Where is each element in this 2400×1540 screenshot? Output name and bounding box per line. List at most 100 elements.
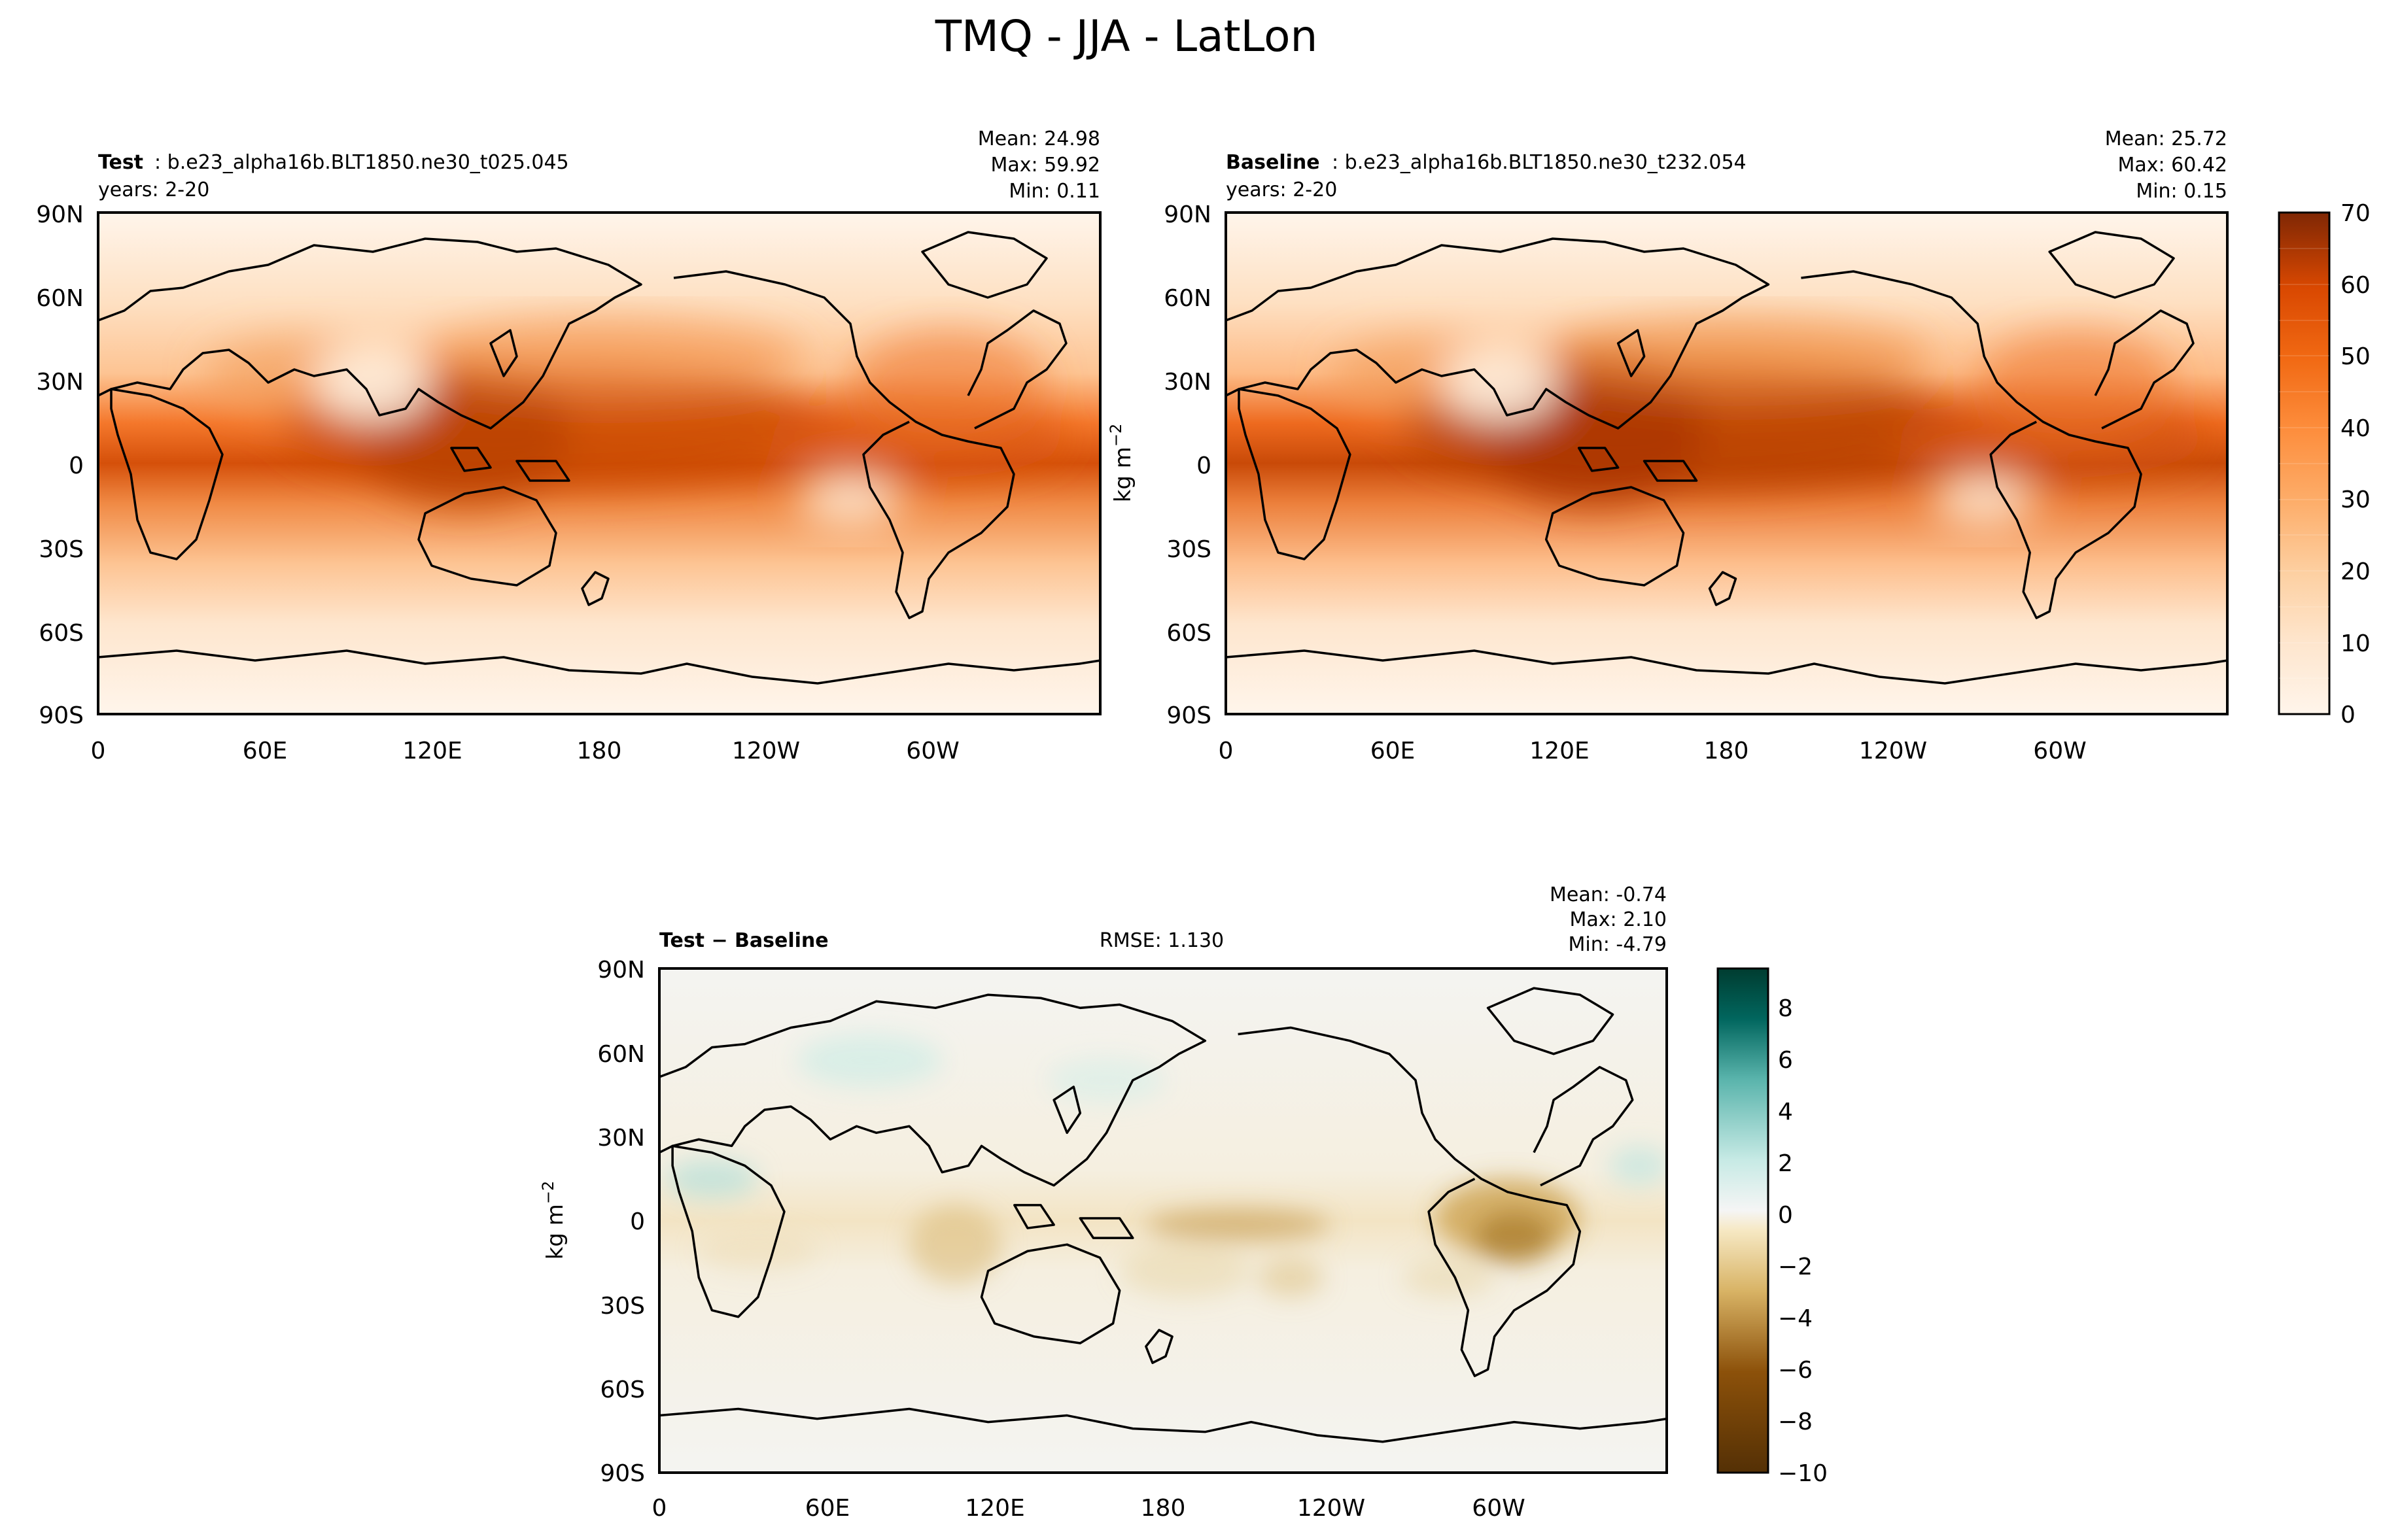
test-y-ticks: 90N 60N 30N 0 30S 60S 90S bbox=[36, 201, 84, 729]
field-cbar-tick-0: 0 bbox=[2340, 702, 2356, 728]
baseline-y-tick-30s: 30S bbox=[1166, 536, 1211, 563]
test-x-tick-120w: 120W bbox=[732, 738, 800, 764]
diff-cbar-tick-m2: −2 bbox=[1778, 1254, 1813, 1280]
diff-units-label: kg m−2 bbox=[539, 1181, 568, 1260]
baseline-y-tick-60s: 60S bbox=[1166, 620, 1211, 647]
diff-y-tick-30s: 30S bbox=[600, 1293, 645, 1320]
test-y-tick-0: 0 bbox=[69, 453, 84, 479]
test-y-tick-90s: 90S bbox=[39, 702, 84, 729]
baseline-frame bbox=[1225, 211, 2229, 715]
diff-y-tick-90n: 90N bbox=[597, 957, 645, 984]
test-panel: Test : b.e23_alpha16b.BLT1850.ne30_t025.… bbox=[36, 128, 1102, 764]
diff-x-tick-60e: 60E bbox=[805, 1495, 850, 1522]
test-y-tick-60s: 60S bbox=[39, 620, 84, 647]
diff-cbar-tick-8: 8 bbox=[1778, 995, 1793, 1022]
test-map bbox=[98, 213, 1100, 714]
diff-cbar-tick-2: 2 bbox=[1778, 1150, 1793, 1177]
field-cbar-tick-50: 50 bbox=[2340, 343, 2371, 370]
baseline-label-bold: Baseline bbox=[1226, 151, 1320, 174]
baseline-y-ticks: 90N 60N 30N 0 30S 60S 90S bbox=[1164, 201, 1211, 729]
diff-y-tick-60s: 60S bbox=[600, 1377, 645, 1403]
diff-cbar-tick-m10: −10 bbox=[1778, 1460, 1828, 1487]
diff-colorbar: 8 6 4 2 0 −2 −4 −6 −8 −10 bbox=[1716, 967, 1828, 1487]
diff-x-ticks: 0 60E 120E 180 120W 60W bbox=[652, 1495, 1525, 1522]
baseline-label-rest: : b.e23_alpha16b.BLT1850.ne30_t232.054 bbox=[1332, 151, 1747, 174]
field-colorbar-ramp bbox=[2278, 211, 2331, 715]
baseline-stat-mean: Mean: 25.72 bbox=[2105, 128, 2227, 150]
diff-x-tick-120w: 120W bbox=[1297, 1495, 1365, 1522]
diff-x-tick-120e: 120E bbox=[965, 1495, 1024, 1522]
baseline-x-tick-0: 0 bbox=[1219, 738, 1234, 764]
field-cbar-tick-20: 20 bbox=[2340, 558, 2371, 585]
diff-colorbar-ticks: 8 6 4 2 0 −2 −4 −6 −8 −10 bbox=[1778, 995, 1828, 1487]
baseline-x-tick-60w: 60W bbox=[2033, 738, 2086, 764]
diff-stat-max: Max: 2.10 bbox=[1570, 908, 1667, 931]
diff-cbar-tick-m4: −4 bbox=[1778, 1305, 1813, 1332]
test-coastlines bbox=[98, 231, 1100, 685]
baseline-x-ticks: 0 60E 120E 180 120W 60W bbox=[1219, 738, 2087, 764]
baseline-units-label: kg m−2 bbox=[1107, 424, 1136, 503]
test-x-tick-120e: 120E bbox=[402, 738, 462, 764]
diff-cbar-tick-m8: −8 bbox=[1778, 1409, 1813, 1435]
field-cbar-tick-70: 70 bbox=[2340, 200, 2371, 227]
test-stat-mean: Mean: 24.98 bbox=[978, 128, 1100, 150]
diff-y-tick-90s: 90S bbox=[600, 1460, 645, 1487]
test-x-tick-180: 180 bbox=[577, 738, 622, 764]
test-y-tick-30s: 30S bbox=[39, 536, 84, 563]
baseline-stat-min: Min: 0.15 bbox=[2136, 180, 2227, 203]
baseline-years: years: 2-20 bbox=[1226, 179, 1337, 201]
diff-cbar-tick-m6: −6 bbox=[1778, 1357, 1813, 1384]
diff-frame bbox=[658, 967, 1668, 1474]
diff-y-tick-60n: 60N bbox=[597, 1041, 645, 1068]
diff-label: Test − Baseline bbox=[659, 929, 829, 952]
field-colorbar-bands bbox=[2279, 248, 2329, 679]
diff-stat-mean: Mean: -0.74 bbox=[1550, 883, 1667, 906]
field-cbar-tick-30: 30 bbox=[2340, 487, 2371, 513]
test-years: years: 2-20 bbox=[98, 179, 209, 201]
field-colorbar-ticks: 70 60 50 40 30 20 10 0 bbox=[2340, 200, 2371, 728]
diff-y-tick-0: 0 bbox=[630, 1208, 645, 1235]
test-x-tick-60w: 60W bbox=[906, 738, 959, 764]
baseline-x-tick-180: 180 bbox=[1704, 738, 1749, 764]
test-y-tick-30n: 30N bbox=[36, 369, 84, 396]
baseline-y-tick-30n: 30N bbox=[1164, 369, 1211, 396]
baseline-panel: Baseline : b.e23_alpha16b.BLT1850.ne30_t… bbox=[1107, 128, 2229, 764]
diff-coastlines bbox=[659, 987, 1667, 1443]
baseline-y-tick-90s: 90S bbox=[1166, 702, 1211, 729]
diff-rmse: RMSE: 1.130 bbox=[1100, 929, 1224, 952]
diff-y-ticks: 90N 60N 30N 0 30S 60S 90S bbox=[597, 957, 645, 1487]
test-label-bold: Test bbox=[98, 151, 143, 174]
diff-colorbar-ramp bbox=[1716, 967, 1769, 1474]
test-x-ticks: 0 60E 120E 180 120W 60W bbox=[91, 738, 960, 764]
test-label-rest: : b.e23_alpha16b.BLT1850.ne30_t025.045 bbox=[154, 151, 569, 174]
test-x-tick-0: 0 bbox=[91, 738, 106, 764]
diff-panel: Test − Baseline RMSE: 1.130 Mean: -0.74 … bbox=[539, 883, 1668, 1522]
diff-x-tick-0: 0 bbox=[652, 1495, 667, 1522]
test-stat-min: Min: 0.11 bbox=[1009, 180, 1100, 203]
diff-stat-min: Min: -4.79 bbox=[1569, 933, 1667, 956]
diff-field-blobs bbox=[666, 1034, 1667, 1297]
baseline-map bbox=[1226, 213, 2227, 714]
diff-y-tick-30n: 30N bbox=[597, 1125, 645, 1152]
diff-cbar-tick-6: 6 bbox=[1778, 1047, 1793, 1074]
field-cbar-tick-40: 40 bbox=[2340, 415, 2371, 442]
diff-cbar-tick-4: 4 bbox=[1778, 1099, 1793, 1125]
baseline-y-tick-90n: 90N bbox=[1164, 201, 1211, 228]
baseline-x-tick-120w: 120W bbox=[1859, 738, 1927, 764]
baseline-x-tick-120e: 120E bbox=[1529, 738, 1589, 764]
diff-x-tick-180: 180 bbox=[1141, 1495, 1186, 1522]
baseline-y-tick-60n: 60N bbox=[1164, 285, 1211, 312]
figure-title: TMQ - JJA - LatLon bbox=[935, 11, 1318, 61]
field-colorbar: 70 60 50 40 30 20 10 0 bbox=[2278, 200, 2371, 728]
baseline-stat-max: Max: 60.42 bbox=[2117, 154, 2227, 177]
field-cbar-tick-60: 60 bbox=[2340, 272, 2371, 299]
test-frame bbox=[97, 211, 1102, 715]
baseline-y-tick-0: 0 bbox=[1196, 453, 1211, 479]
baseline-coastlines bbox=[1226, 231, 2227, 685]
diff-cbar-tick-0: 0 bbox=[1778, 1202, 1793, 1229]
baseline-x-tick-60e: 60E bbox=[1370, 738, 1416, 764]
test-y-tick-60n: 60N bbox=[36, 285, 84, 312]
test-x-tick-60e: 60E bbox=[243, 738, 288, 764]
diff-x-tick-60w: 60W bbox=[1472, 1495, 1525, 1522]
